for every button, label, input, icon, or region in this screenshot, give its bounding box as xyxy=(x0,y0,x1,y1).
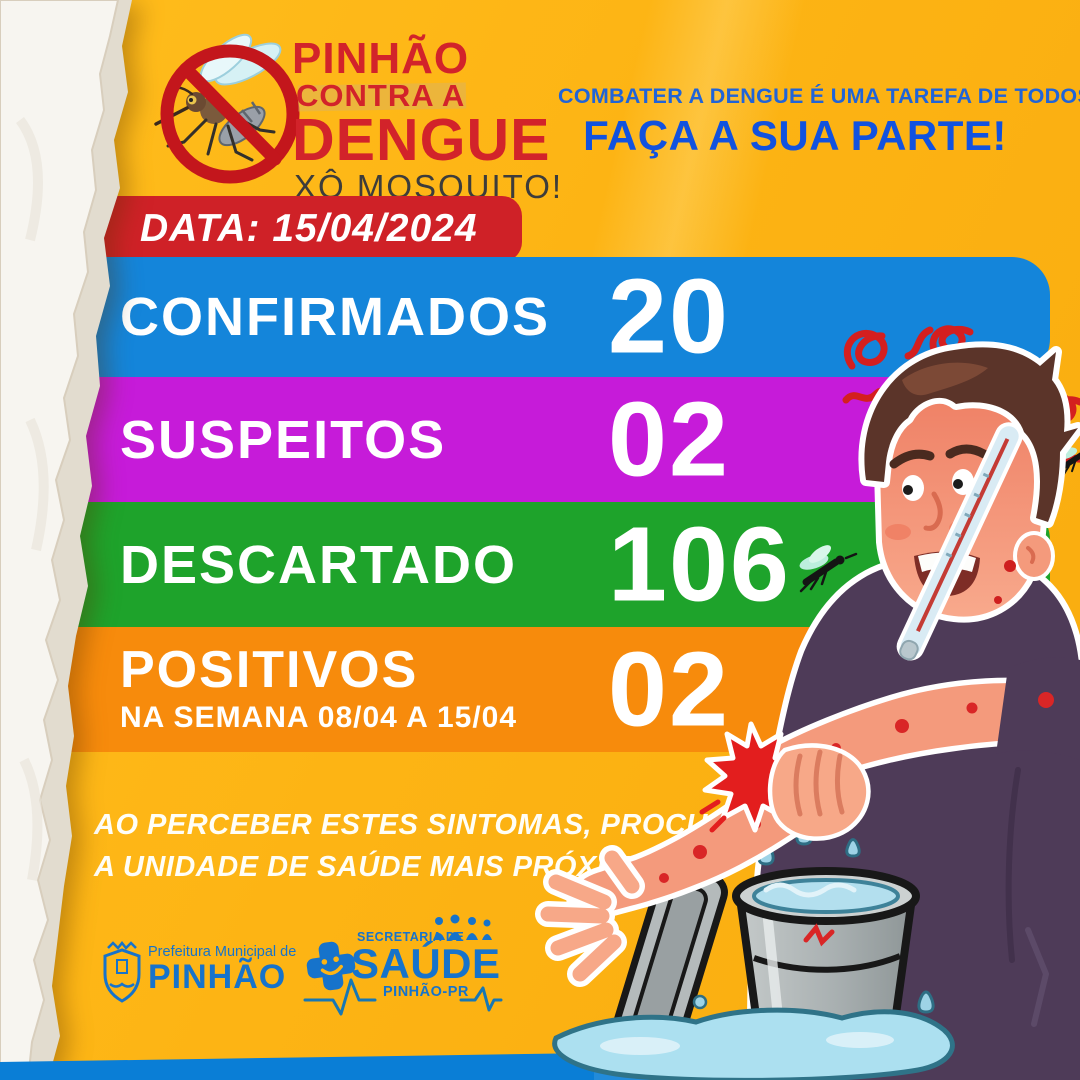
secretaria-sub-label: PINHÃO-PR xyxy=(383,984,469,1000)
mosquito-silhouette-icon xyxy=(1054,447,1080,478)
people-icon xyxy=(433,914,492,940)
stat-value: 02 xyxy=(608,630,730,748)
prohibition-circle-icon xyxy=(160,44,300,184)
city-crest-icon xyxy=(103,940,141,1003)
stat-label: SUSPEITOS xyxy=(120,409,447,470)
cta-line2: FAÇA A SUA PARTE! xyxy=(583,112,1007,159)
logo-title-line2: CONTRA A xyxy=(296,78,466,113)
heartbeat-line-icon xyxy=(303,978,503,1016)
no-mosquito-icon xyxy=(154,33,300,184)
water-bucket-icon xyxy=(732,822,920,1076)
bucket-lid xyxy=(605,862,728,1079)
stat-label: POSITIVOS xyxy=(120,641,419,699)
stat-label-wrap: POSITIVOS NA SEMANA 08/04 A 15/04 xyxy=(120,644,517,735)
stat-value: 02 xyxy=(608,380,730,498)
notice-line2: A UNIDADE DE SAÚDE MAIS PRÓXIMA! xyxy=(94,851,662,883)
date-badge-label: DATA: 15/04/2024 xyxy=(140,207,478,250)
health-cross-icon xyxy=(306,941,356,991)
notice-text: AO PERCEBER ESTES SINTOMAS, PROCURE A UN… xyxy=(94,804,749,888)
stat-label: CONFIRMADOS xyxy=(120,287,550,347)
stat-value: 106 xyxy=(608,505,791,623)
notice-line1: AO PERCEBER ESTES SINTOMAS, PROCURE xyxy=(94,809,750,841)
logo-title-line1: PINHÃO xyxy=(292,34,470,83)
stat-value: 20 xyxy=(608,257,730,376)
call-to-action: COMBATER A DENGUE É UMA TAREFA DE TODOS,… xyxy=(558,84,1080,160)
stat-label: DESCARTADO xyxy=(120,534,517,595)
cta-line1: COMBATER A DENGUE É UMA TAREFA DE TODOS, xyxy=(558,84,1080,108)
prefeitura-small-label: Prefeitura Municipal de xyxy=(148,944,297,960)
bottom-strip xyxy=(0,1046,1080,1080)
secretaria-top-label: SECRETARIA DE xyxy=(357,930,465,944)
secretaria-big-label: SAÚDE xyxy=(351,940,501,987)
secretaria-logo: SECRETARIA DE SAÚDE PINHÃO-PR xyxy=(303,912,503,1032)
logo-title-line3: DENGUE xyxy=(292,107,551,173)
prefeitura-big-label: PINHÃO xyxy=(148,958,287,996)
torn-paper-edge xyxy=(0,0,132,1080)
stat-sublabel: NA SEMANA 08/04 A 15/04 xyxy=(120,701,518,734)
